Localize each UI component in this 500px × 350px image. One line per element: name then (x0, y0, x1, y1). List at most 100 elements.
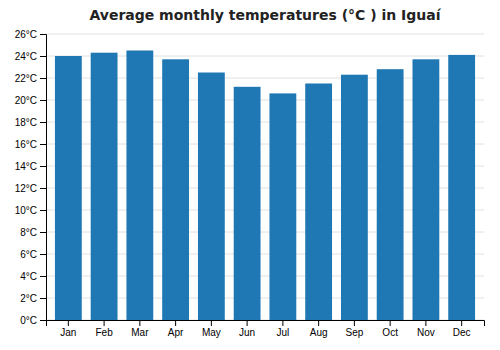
y-tick-label: 26°C (15, 29, 37, 40)
x-tick: Jul (276, 320, 289, 338)
y-tick-label: 18°C (15, 117, 37, 128)
x-tick-mark (175, 320, 176, 326)
bar (198, 73, 225, 321)
grid-line (46, 34, 484, 35)
x-tick-label: May (202, 327, 221, 338)
x-tick-label: Jan (60, 327, 76, 338)
x-tick-label: Sep (345, 327, 363, 338)
x-tick-mark (247, 320, 248, 326)
x-tick: Sep (345, 320, 363, 338)
y-tick-mark (40, 78, 46, 79)
y-tick-label: 24°C (15, 51, 37, 62)
bar (126, 51, 153, 321)
x-tick-label: Jul (276, 327, 289, 338)
x-axis-line (47, 321, 485, 327)
y-tick-label: 6°C (20, 249, 37, 260)
x-tick-mark (104, 320, 105, 326)
bar (269, 93, 296, 320)
x-tick-mark (211, 320, 212, 326)
x-tick: Feb (95, 320, 113, 338)
y-tick-mark (40, 254, 46, 255)
x-tick-label: Oct (382, 327, 398, 338)
title: Average monthly temperatures (°C ) in Ig… (89, 7, 441, 23)
y-tick-label: 10°C (15, 205, 37, 216)
bar (305, 84, 332, 321)
bar (341, 75, 368, 320)
x-tick-mark (68, 320, 69, 326)
bar (162, 59, 189, 320)
x-tick-label: Jun (239, 327, 255, 338)
y-tick-mark (40, 122, 46, 123)
x-axis: Jan Feb Mar Apr May Jun Jul Aug Sep Oct Nov Dec (47, 320, 485, 338)
x-tick-label: Apr (168, 327, 184, 338)
y-tick: 10°C (15, 205, 46, 216)
y-tick: 0°C (20, 315, 46, 326)
y-tick-label: 0°C (20, 315, 37, 326)
x-tick-mark (282, 320, 283, 326)
x-tick-mark (461, 320, 462, 326)
chart: 0°C 2°C 4°C 6°C 8°C 10°C 12°C 14°C 16°C 18°C 20°C 2… (0, 0, 500, 350)
y-tick: 8°C (20, 227, 46, 238)
y-tick-label: 12°C (15, 183, 37, 194)
bar (234, 87, 261, 320)
x-tick: Aug (310, 320, 328, 338)
x-tick-mark (390, 320, 391, 326)
y-tick-label: 22°C (15, 73, 37, 84)
x-tick: Oct (382, 320, 398, 338)
y-tick-label: 20°C (15, 95, 37, 106)
bar (448, 55, 475, 320)
y-tick-mark (40, 210, 46, 211)
y-tick-mark (40, 166, 46, 167)
y-tick-mark (40, 56, 46, 57)
y-tick: 18°C (15, 117, 46, 128)
y-tick: 20°C (15, 95, 46, 106)
y-tick-mark (40, 298, 46, 299)
y-tick-label: 8°C (20, 227, 37, 238)
y-tick-label: 2°C (20, 293, 37, 304)
x-tick: May (202, 320, 221, 338)
y-tick-label: 14°C (15, 161, 37, 172)
bar (412, 59, 439, 320)
x-tick-mark (139, 320, 140, 326)
x-tick-label: Aug (310, 327, 328, 338)
x-tick-mark (425, 320, 426, 326)
y-tick: 22°C (15, 73, 46, 84)
x-tick-label: Feb (95, 327, 113, 338)
y-tick-label: 4°C (20, 271, 37, 282)
x-tick: Apr (168, 320, 184, 338)
x-tick: Mar (131, 320, 149, 338)
y-tick: 14°C (15, 161, 46, 172)
y-tick: 2°C (20, 293, 46, 304)
plot: 0°C 2°C 4°C 6°C 8°C 10°C 12°C 14°C 16°C 18°C 20°C 2… (15, 29, 485, 338)
y-tick-mark (40, 100, 46, 101)
x-tick-mark (318, 320, 319, 326)
y-tick-mark (40, 188, 46, 189)
bar (91, 53, 118, 320)
x-tick: Nov (417, 320, 435, 338)
y-tick: 4°C (20, 271, 46, 282)
y-axis-line (40, 35, 47, 321)
bar (377, 69, 404, 320)
y-tick: 24°C (15, 51, 46, 62)
y-tick-mark (40, 144, 46, 145)
y-tick-mark (40, 320, 46, 321)
y-tick: 26°C (15, 29, 46, 40)
y-tick-label: 16°C (15, 139, 37, 150)
y-axis: 0°C 2°C 4°C 6°C 8°C 10°C 12°C 14°C 16°C 18°C 20°C 2… (15, 29, 47, 326)
y-tick-mark (40, 232, 46, 233)
bars (55, 51, 475, 321)
x-tick-label: Dec (453, 327, 471, 338)
x-tick-label: Nov (417, 327, 435, 338)
grid (46, 34, 484, 320)
y-tick-mark (40, 34, 46, 35)
y-tick: 12°C (15, 183, 46, 194)
y-tick: 6°C (20, 249, 46, 260)
x-tick: Jun (239, 320, 255, 338)
y-tick-mark (40, 276, 46, 277)
bar (55, 56, 82, 320)
x-tick-label: Mar (131, 327, 149, 338)
x-tick: Dec (453, 320, 471, 338)
x-tick-mark (354, 320, 355, 326)
y-tick: 16°C (15, 139, 46, 150)
x-tick: Jan (60, 320, 76, 338)
